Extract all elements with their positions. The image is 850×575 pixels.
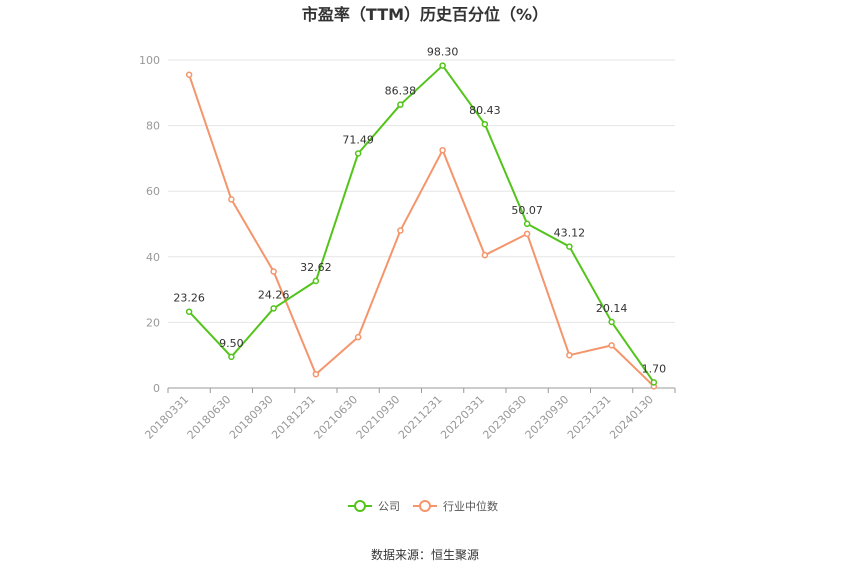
legend-marker-company [354, 500, 366, 512]
y-tick-label: 20 [146, 316, 160, 329]
series-line-company [188, 64, 655, 383]
data-label-company: 98.30 [427, 46, 459, 59]
x-tick-label: 20231231 [565, 393, 614, 442]
y-tick-label: 40 [146, 251, 160, 264]
data-point-company[interactable] [650, 379, 658, 386]
data-point-company[interactable] [270, 305, 277, 312]
x-tick-label: 20230630 [480, 393, 529, 442]
legend[interactable]: 公司 行业中位数 [348, 499, 498, 513]
data-point-company[interactable] [439, 62, 446, 69]
data-label-company: 43.12 [554, 227, 586, 240]
data-point-company[interactable] [228, 353, 235, 361]
chart-title: 市盈率（TTM）历史百分位（%） [302, 5, 548, 24]
legend-label-company: 公司 [378, 500, 400, 513]
data-point-industry-median[interactable] [523, 230, 531, 238]
data-point-industry-median[interactable] [185, 71, 193, 79]
data-label-company: 24.26 [258, 288, 290, 301]
data-point-industry-median[interactable] [566, 351, 573, 359]
y-tick-label: 60 [146, 185, 160, 198]
data-point-company[interactable] [312, 277, 320, 285]
data-point-company[interactable] [397, 101, 404, 108]
data-point-industry-median[interactable] [481, 251, 489, 259]
data-label-company: 80.43 [469, 104, 501, 117]
y-tick-label: 80 [146, 120, 160, 133]
data-point-company[interactable] [354, 150, 362, 157]
data-point-industry-median[interactable] [228, 196, 235, 203]
data-point-company[interactable] [566, 243, 573, 250]
data-point-industry-median[interactable] [270, 268, 277, 275]
data-label-company: 20.14 [596, 302, 628, 315]
x-tick-label: 20180630 [185, 393, 234, 442]
data-label-company: 50.07 [511, 204, 543, 217]
data-point-industry-median[interactable] [397, 227, 404, 234]
data-label-company: 86.38 [385, 85, 417, 98]
data-point-company[interactable] [608, 318, 615, 326]
source-note: 数据来源：恒生聚源 [371, 547, 479, 562]
y-tick-label: 100 [139, 54, 160, 67]
legend-marker-industry-median [419, 500, 431, 512]
x-tick-label: 20181231 [269, 393, 318, 442]
x-tick-label: 20211231 [396, 393, 445, 442]
data-label-company: 71.49 [342, 134, 374, 147]
legend-item-company[interactable]: 公司 [348, 500, 400, 513]
x-tick-label: 20210630 [311, 393, 360, 442]
x-tick-label: 20210930 [354, 393, 403, 442]
series-layer [185, 62, 658, 390]
data-point-industry-median[interactable] [439, 146, 446, 154]
y-tick-label: 0 [153, 382, 160, 395]
data-label-company: 23.26 [173, 292, 205, 305]
data-point-company[interactable] [523, 220, 531, 228]
axis-layer: 0 20 40 60 80 100 2018033120180630201809302018… [139, 54, 676, 442]
data-point-company[interactable] [481, 120, 489, 128]
data-label-company: 32.62 [300, 261, 332, 274]
x-tick-label: 20230930 [523, 393, 572, 442]
series-line-industry-median [188, 74, 655, 388]
x-tick-label: 20220331 [438, 393, 487, 442]
data-label-company: 1.70 [642, 362, 667, 375]
x-tick-label: 20180930 [227, 393, 276, 442]
x-tick-label: 20240130 [607, 393, 656, 442]
data-label-company: 9.50 [219, 337, 244, 350]
data-point-industry-median[interactable] [312, 370, 320, 378]
data-point-industry-median[interactable] [608, 342, 615, 349]
data-label-layer: 23.26 9.50 24.26 32.62 71.49 86.38 98.30 80.43 5… [173, 46, 666, 376]
legend-item-industry-median[interactable]: 行业中位数 [413, 499, 498, 513]
legend-label-industry-median: 行业中位数 [443, 499, 498, 513]
x-tick-label: 20180331 [142, 393, 191, 442]
data-point-company[interactable] [185, 308, 193, 315]
data-point-industry-median[interactable] [354, 333, 362, 341]
